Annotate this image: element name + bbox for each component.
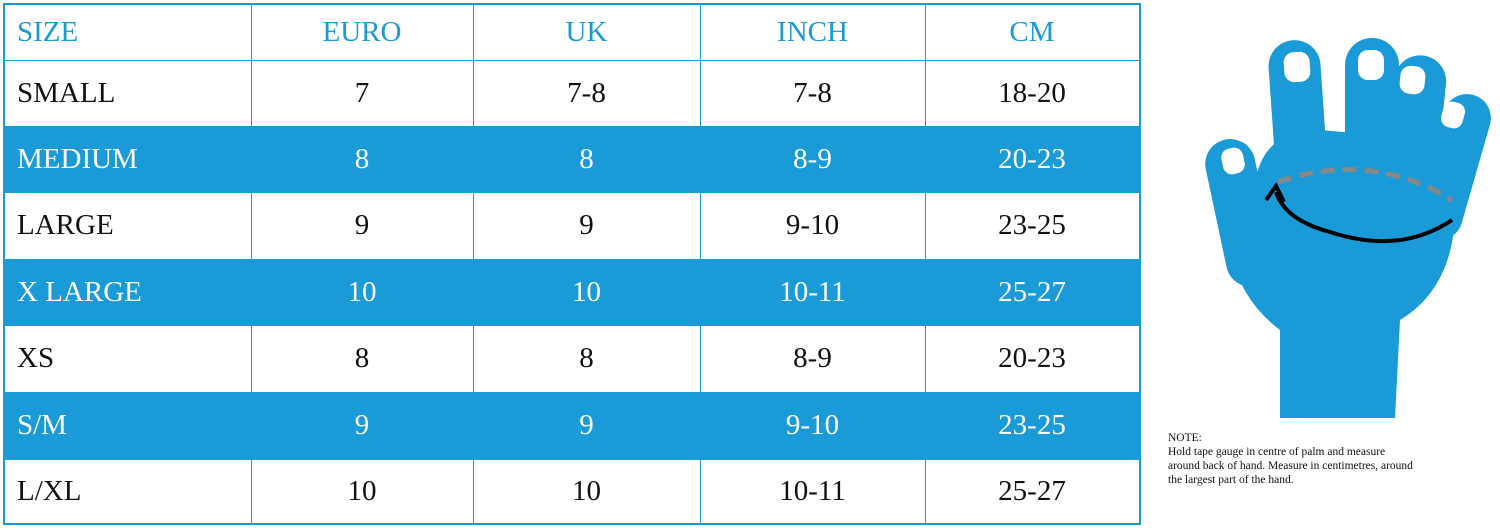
table-cell: 9 (579, 209, 594, 241)
table-cell: 8 (354, 342, 370, 374)
table-cell: S/M (5, 392, 251, 459)
table-cell: 9-10 (785, 209, 840, 241)
row-border (5, 192, 1139, 193)
table-cell: 10-11 (779, 474, 846, 507)
row-border (5, 259, 1139, 260)
table-cell: 8 (251, 126, 473, 192)
column-border (251, 5, 252, 523)
table-cell: 9-10 (700, 392, 925, 459)
table-cell: 10 (572, 474, 601, 507)
row-border (5, 459, 1139, 460)
table-cell: 9 (473, 392, 700, 459)
note-line: around back of hand. Measure in centimet… (1168, 460, 1413, 472)
table-cell: L/XL (17, 474, 82, 507)
table-cell: 20-23 (998, 342, 1066, 374)
table-cell: 8 (473, 126, 700, 192)
note-title: NOTE: (1168, 432, 1202, 444)
table-cell: SMALL (17, 76, 116, 109)
row-border (5, 325, 1139, 326)
table-cell: 10 (473, 259, 700, 325)
row-border (5, 126, 1139, 127)
table-cell: 25-27 (925, 259, 1139, 325)
size-table: SIZE EURO UK INCH CM SMALL 7 7-8 7-8 18-20 MEDIUM 8… (3, 3, 1141, 525)
table-cell: 7-8 (793, 76, 832, 109)
column-border (473, 5, 474, 523)
table-cell: 10 (347, 474, 377, 507)
note-line: the largest part of the hand. (1168, 474, 1294, 486)
table-cell: 23-25 (925, 392, 1139, 459)
table-cell: XS (17, 342, 55, 374)
row-border (5, 60, 1139, 61)
column-border (700, 5, 701, 523)
column-border (925, 5, 926, 523)
header-cell: UK (565, 16, 608, 48)
table-cell: 8 (579, 342, 594, 374)
header-cell: INCH (777, 16, 848, 48)
header-cell: EURO (322, 16, 402, 48)
note: NOTE: Hold tape gauge in centre of palm … (1168, 431, 1413, 487)
header-cell: CM (1009, 16, 1055, 48)
table-cell: 9 (354, 209, 370, 241)
table-cell: 20-23 (925, 126, 1139, 192)
table-cell: 10 (251, 259, 473, 325)
table-cell: LARGE (17, 209, 114, 241)
header-cell: SIZE (17, 16, 79, 48)
table-cell: 25-27 (998, 474, 1066, 507)
table-cell: X LARGE (5, 259, 251, 325)
table-cell: 10-11 (700, 259, 925, 325)
table-cell: 9 (251, 392, 473, 459)
table-cell: MEDIUM (5, 126, 251, 192)
table-cell: 7 (354, 76, 370, 109)
table-cell: 7-8 (567, 76, 606, 109)
hand-illustration (1205, 38, 1491, 418)
table-cell: 8-9 (793, 342, 832, 374)
table-cell: 23-25 (998, 209, 1066, 241)
table-cell: 8-9 (700, 126, 925, 192)
table-cell: 18-20 (998, 76, 1066, 109)
row-border (5, 392, 1139, 393)
note-line: Hold tape gauge in centre of palm and me… (1168, 446, 1386, 458)
